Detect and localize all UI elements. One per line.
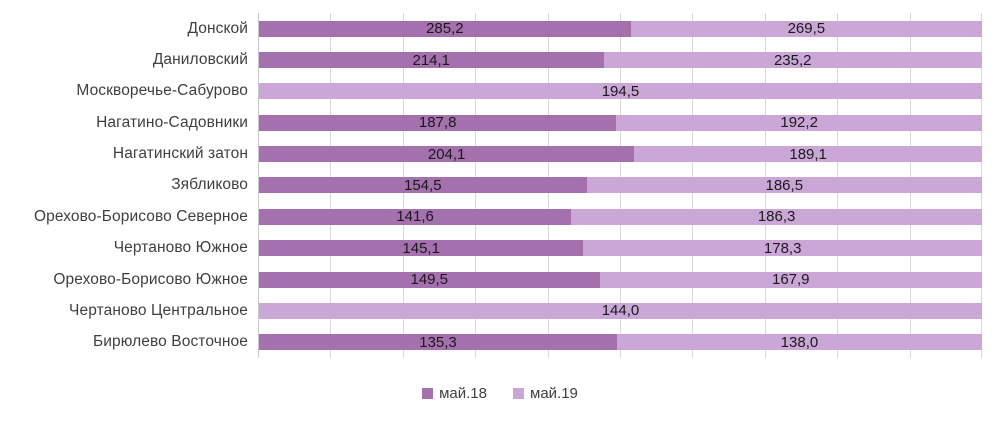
bar-segment-may19: 269,5: [630, 20, 982, 38]
bar-segment-may18: 214,1: [259, 51, 604, 69]
legend: май.18 май.19: [0, 385, 1000, 402]
bar-track: 149,5 167,9: [259, 271, 982, 289]
bar-segment-may18: 141,6: [259, 208, 572, 226]
data-label: 269,5: [787, 20, 826, 38]
data-label: 138,0: [780, 333, 819, 351]
data-label: 214,1: [412, 51, 451, 69]
bar-segment-may19: 192,2: [616, 114, 982, 132]
category-label: Чертаново Южное: [113, 239, 248, 257]
bar-track: 135,3 138,0: [259, 333, 982, 351]
data-label: 149,5: [410, 271, 449, 289]
data-label: 141,6: [396, 208, 434, 226]
bar-segment-may19: 167,9: [599, 271, 982, 289]
bar-row: 149,5 167,9: [259, 264, 982, 295]
data-label: 186,3: [757, 208, 796, 226]
data-label: 178,3: [763, 239, 802, 257]
bar-segment-may19: 138,0: [616, 333, 982, 351]
legend-item: май.19: [513, 385, 578, 402]
bar-segment-may18: 154,5: [259, 176, 587, 194]
bar-track: 141,6 186,3: [259, 208, 982, 226]
bar-track: 145,1 178,3: [259, 239, 982, 257]
data-label: 144,0: [601, 302, 640, 320]
bar-row: 187,8 192,2: [259, 107, 982, 138]
category-label: Орехово-Борисово Южное: [53, 270, 248, 288]
bar-row: 144,0: [259, 295, 982, 326]
category-label: Чертаново Центральное: [69, 301, 248, 319]
legend-swatch-icon: [422, 388, 434, 399]
bar-segment-may19: 186,5: [586, 176, 982, 194]
data-label: 145,1: [402, 239, 440, 257]
legend-item: май.18: [422, 385, 487, 402]
category-label: Москворечье-Сабурово: [76, 82, 248, 100]
bar-track: 285,2 269,5: [259, 20, 982, 38]
bar-segment-may18: 145,1: [259, 239, 584, 257]
bar-row: 145,1 178,3: [259, 233, 982, 264]
bar-segment-may18: 187,8: [259, 114, 617, 132]
bar-track: 194,5: [259, 82, 982, 100]
category-label: Нагатинский затон: [112, 145, 248, 163]
bar-row: 141,6 186,3: [259, 201, 982, 232]
category-label: Донской: [187, 19, 248, 37]
data-label: 135,3: [419, 333, 457, 351]
bar-segment-may18: 204,1: [259, 145, 635, 163]
legend-label: май.19: [530, 385, 578, 402]
plot-area: 285,2 269,5 214,1 235,2 194,5 187,8 192,2 204,1…: [259, 13, 982, 358]
category-label: Даниловский: [152, 51, 248, 69]
bar-track: 204,1 189,1: [259, 145, 982, 163]
data-label: 285,2: [426, 20, 464, 38]
category-label: Нагатино-Садовники: [96, 113, 248, 131]
data-label: 189,1: [789, 145, 827, 163]
data-label: 186,5: [765, 176, 804, 194]
bar-segment-may19: 144,0: [259, 302, 982, 320]
bar-track: 144,0: [259, 302, 982, 320]
bar-track: 214,1 235,2: [259, 51, 982, 69]
category-axis: Донской Даниловский Москворечье-Сабурово На…: [0, 13, 248, 358]
legend-label: май.18: [439, 385, 487, 402]
bar-segment-may18: 135,3: [259, 333, 617, 351]
data-label: 204,1: [427, 145, 466, 163]
bar-row: 285,2 269,5: [259, 13, 982, 44]
bar-segment-may19: 189,1: [634, 145, 982, 163]
bar-segment-may19: 194,5: [259, 82, 982, 100]
bar-row: 214,1 235,2: [259, 44, 982, 75]
bar-track: 154,5 186,5: [259, 176, 982, 194]
bar-segment-may19: 178,3: [583, 239, 982, 257]
bar-segment-may19: 235,2: [603, 51, 982, 69]
value-axis-line: [258, 13, 259, 358]
category-label: Зябликово: [171, 176, 248, 194]
category-label: Бирюлево Восточное: [93, 333, 248, 351]
bar-segment-may18: 285,2: [259, 20, 631, 38]
bar-segment-may19: 186,3: [571, 208, 982, 226]
data-label: 167,9: [771, 271, 810, 289]
bar-row: 135,3 138,0: [259, 327, 982, 358]
bar-row: 194,5: [259, 76, 982, 107]
bar-track: 187,8 192,2: [259, 114, 982, 132]
bar-segment-may18: 149,5: [259, 271, 600, 289]
bar-row: 154,5 186,5: [259, 170, 982, 201]
data-label: 235,2: [773, 51, 812, 69]
data-label: 154,5: [404, 176, 442, 194]
data-label: 187,8: [418, 114, 457, 132]
legend-swatch-icon: [513, 388, 524, 399]
data-label: 192,2: [780, 114, 818, 132]
bar-row: 204,1 189,1: [259, 138, 982, 169]
category-label: Орехово-Борисово Северное: [33, 207, 248, 225]
data-label: 194,5: [601, 82, 640, 100]
